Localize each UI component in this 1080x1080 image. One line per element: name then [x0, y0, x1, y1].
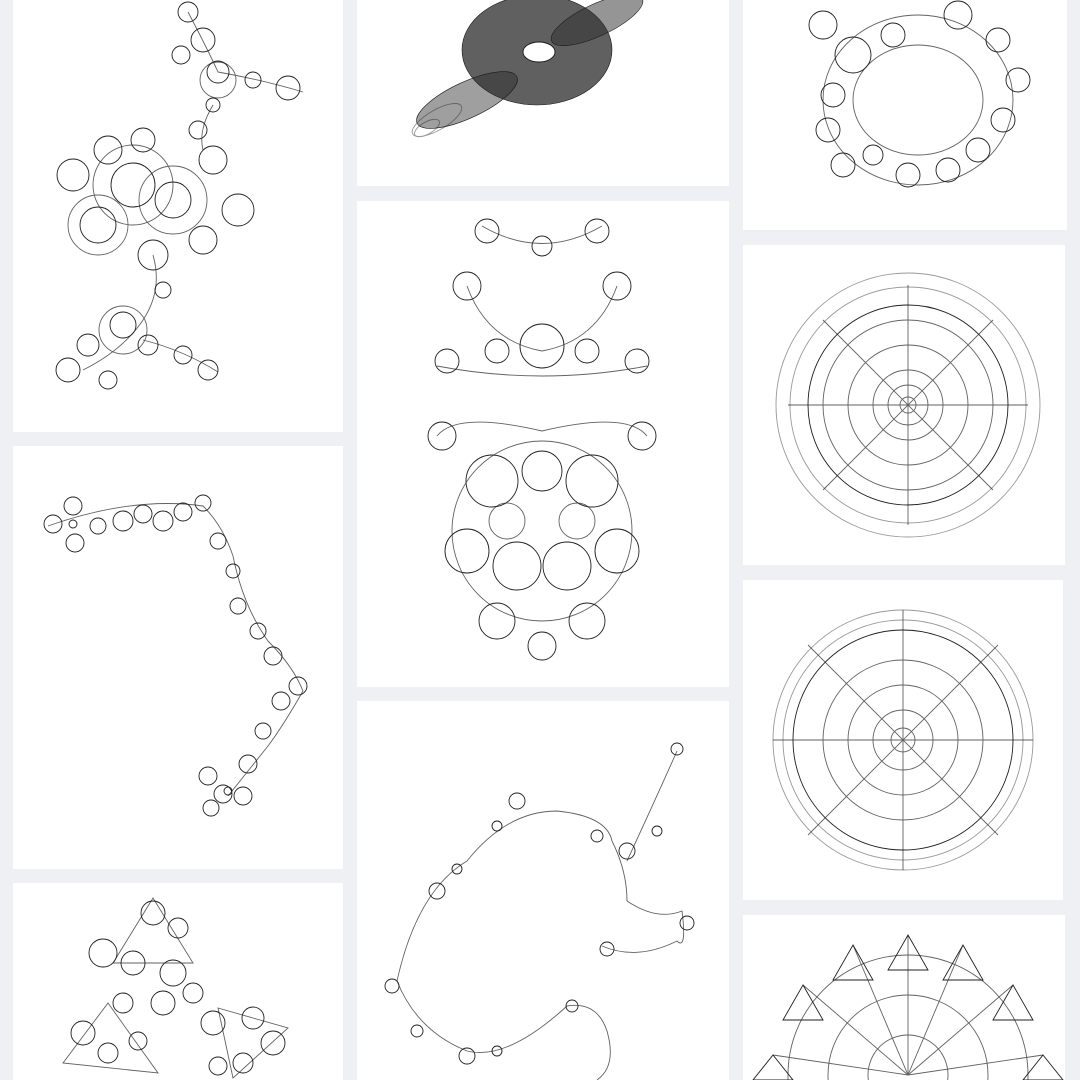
artwork-fractal-ring-cluster	[808, 0, 1031, 188]
gallery-card-8[interactable]	[743, 245, 1065, 565]
artwork-fractal-curved-chain	[43, 494, 308, 817]
artwork-ring-torus-strokes	[411, 0, 644, 138]
gallery-card-6[interactable]	[357, 701, 729, 1080]
artwork-dense-radial-mesh	[772, 609, 1034, 871]
gallery-card-10[interactable]	[743, 915, 1065, 1080]
gallery-card-7[interactable]	[743, 0, 1067, 230]
artwork-symmetric-fractal-figure	[427, 218, 657, 661]
gallery-card-5[interactable]	[357, 201, 729, 687]
gallery-card-9[interactable]	[743, 580, 1063, 900]
artwork-sierpinski-fan	[752, 934, 1064, 1080]
gallery-card-4[interactable]	[357, 0, 729, 186]
artwork-radial-mandala	[775, 272, 1041, 538]
gallery-card-2[interactable]	[13, 446, 343, 869]
artwork-fractal-triangle-clusters	[62, 897, 289, 1079]
artwork-fractal-snake-cluster	[55, 1, 304, 390]
artwork-fractal-branching-loops	[384, 742, 695, 1080]
gallery-card-3[interactable]	[13, 883, 343, 1080]
gallery-card-1[interactable]	[13, 0, 343, 432]
